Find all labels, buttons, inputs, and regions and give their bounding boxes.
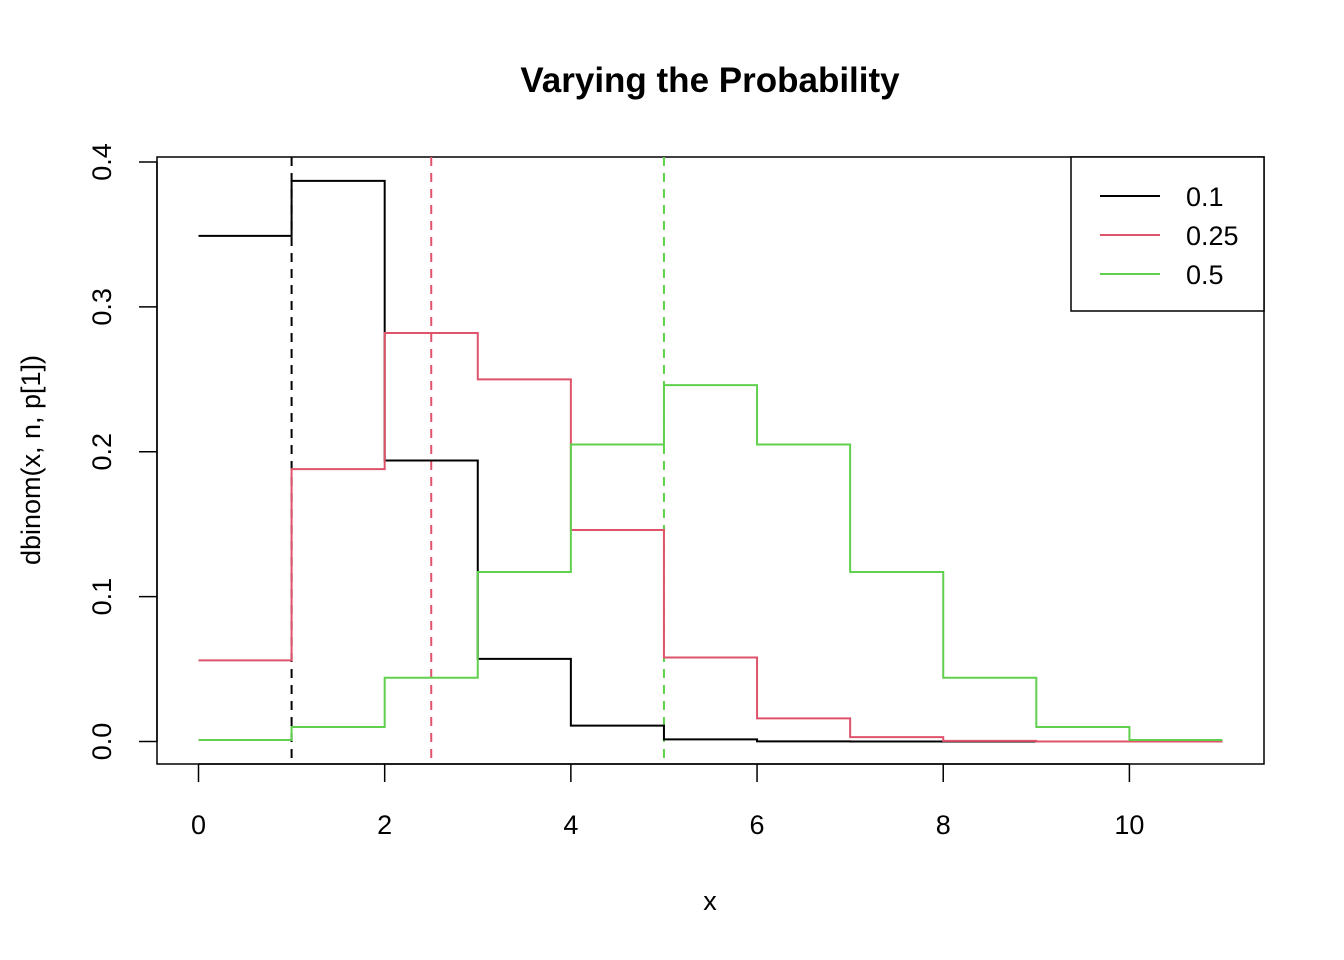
y-axis-label: dbinom(x, n, p[1]) [16, 355, 46, 565]
y-tick-label-1: 0.1 [87, 578, 117, 616]
x-axis-label: x [703, 886, 717, 916]
y-tick-label-0: 0.0 [87, 723, 117, 761]
x-tick-label-1: 2 [377, 810, 392, 840]
x-tick-label-0: 0 [191, 810, 206, 840]
legend-label-1: 0.25 [1186, 221, 1239, 251]
y-tick-label-2: 0.2 [87, 433, 117, 471]
x-tick-label-5: 10 [1114, 810, 1144, 840]
legend: 0.1 0.25 0.5 [1070, 156, 1265, 312]
x-tick-label-3: 6 [750, 810, 765, 840]
axes: 0 2 4 6 8 10 0.0 0.1 0.2 0.3 0.4 [87, 143, 1144, 840]
legend-label-2: 0.5 [1186, 260, 1224, 290]
plot-marks [198, 157, 1223, 764]
x-tick-label-2: 4 [563, 810, 578, 840]
series-line-2 [198, 384, 1223, 742]
y-tick-label-4: 0.4 [87, 143, 117, 181]
x-tick-label-4: 8 [936, 810, 951, 840]
legend-label-0: 0.1 [1186, 182, 1224, 212]
series-line-1 [198, 331, 1223, 743]
chart-title: Varying the Probability [520, 61, 900, 100]
y-tick-label-3: 0.3 [87, 288, 117, 326]
